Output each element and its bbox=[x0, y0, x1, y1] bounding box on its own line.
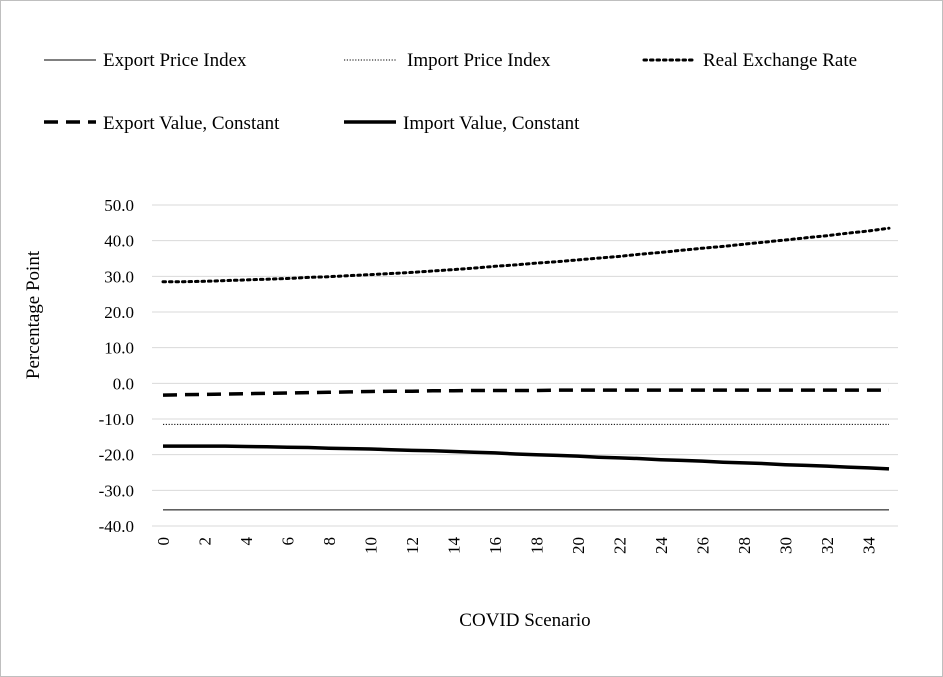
x-axis-title: COVID Scenario bbox=[459, 610, 590, 631]
legend: Export Price Index Import Price Index Re… bbox=[44, 50, 857, 134]
x-tick-label: 14 bbox=[444, 537, 463, 555]
x-tick-label: 26 bbox=[693, 537, 712, 554]
legend-label-export-value-constant: Export Value, Constant bbox=[103, 113, 280, 134]
legend-label-real-exchange-rate: Real Exchange Rate bbox=[703, 50, 857, 71]
series-line-export-value-constant bbox=[162, 388, 889, 397]
y-tick-label: 0.0 bbox=[113, 374, 134, 393]
y-axis-title: Percentage Point bbox=[23, 250, 44, 379]
y-tick-label: 50.0 bbox=[104, 196, 134, 215]
x-tick-label: 16 bbox=[486, 537, 505, 554]
x-tick-label: 34 bbox=[859, 537, 878, 555]
y-tick-label: 40.0 bbox=[104, 232, 134, 251]
series-line-import-value-constant bbox=[163, 444, 890, 471]
y-tick-label: 20.0 bbox=[104, 303, 134, 322]
x-tick-label: 18 bbox=[527, 537, 546, 554]
x-tick-label: 20 bbox=[569, 537, 588, 554]
y-tick-label: -40.0 bbox=[99, 517, 134, 536]
series-line-real-exchange-rate bbox=[161, 226, 891, 284]
y-axis-ticks: 50.0 40.0 30.0 20.0 10.0 0.0 -10.0 -20.0 -30.0 -4… bbox=[99, 196, 134, 536]
x-tick-label: 28 bbox=[735, 537, 754, 554]
gridlines bbox=[152, 204, 898, 527]
x-tick-label: 6 bbox=[278, 537, 297, 546]
y-tick-label: -10.0 bbox=[99, 410, 134, 429]
legend-label-import-value-constant: Import Value, Constant bbox=[403, 113, 580, 134]
x-tick-label: 0 bbox=[154, 537, 173, 546]
legend-label-import-price-index: Import Price Index bbox=[407, 50, 551, 71]
y-tick-label: -20.0 bbox=[99, 446, 134, 465]
x-tick-label: 8 bbox=[320, 537, 339, 546]
x-axis-ticks: 0 2 4 6 8 10 12 14 16 18 20 22 24 26 28 30 32 34 bbox=[154, 537, 878, 555]
x-tick-label: 12 bbox=[403, 537, 422, 554]
x-tick-label: 4 bbox=[237, 537, 256, 546]
x-tick-label: 22 bbox=[610, 537, 629, 554]
series-lines bbox=[161, 226, 891, 511]
x-tick-label: 24 bbox=[652, 537, 671, 555]
y-tick-label: -30.0 bbox=[99, 481, 134, 500]
x-tick-label: 2 bbox=[195, 537, 214, 546]
x-tick-label: 32 bbox=[818, 537, 837, 554]
legend-label-export-price-index: Export Price Index bbox=[103, 50, 247, 71]
y-tick-label: 30.0 bbox=[104, 267, 134, 286]
y-tick-label: 10.0 bbox=[104, 339, 134, 358]
x-tick-label: 30 bbox=[776, 537, 795, 554]
x-tick-label: 10 bbox=[361, 537, 380, 554]
